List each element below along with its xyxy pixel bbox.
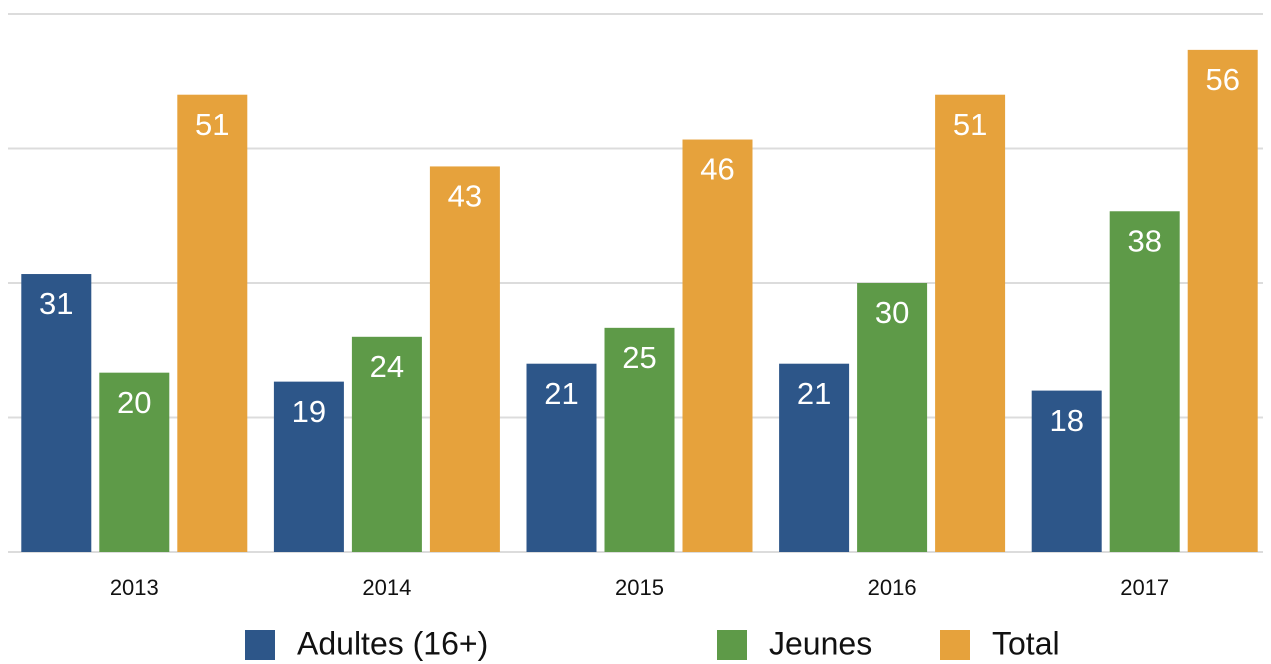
legend-label: Adultes (16+) <box>297 625 488 661</box>
data-label: 18 <box>1049 403 1083 438</box>
data-label: 24 <box>370 349 404 384</box>
data-label: 56 <box>1205 62 1239 97</box>
x-tick-label: 2014 <box>362 575 411 600</box>
data-label: 21 <box>544 376 578 411</box>
bar <box>526 363 597 552</box>
data-label: 21 <box>797 376 831 411</box>
legend-label: Total <box>992 625 1060 661</box>
bar <box>779 363 850 552</box>
data-label: 43 <box>448 179 482 214</box>
bar <box>429 166 500 552</box>
data-label: 38 <box>1127 223 1161 258</box>
data-label: 51 <box>953 107 987 142</box>
bar <box>351 336 422 552</box>
bar <box>604 327 675 552</box>
bar <box>1031 390 1102 552</box>
x-tick-label: 2016 <box>868 575 917 600</box>
bar <box>857 283 928 552</box>
bar <box>935 94 1006 552</box>
x-tick-label: 2013 <box>110 575 159 600</box>
legend-swatch <box>717 630 747 660</box>
x-tick-label: 2015 <box>615 575 664 600</box>
data-label: 46 <box>700 152 734 187</box>
data-label: 30 <box>875 295 909 330</box>
legend-swatch <box>940 630 970 660</box>
bar <box>99 372 170 552</box>
data-label: 20 <box>117 385 151 420</box>
bar <box>21 274 92 552</box>
bar <box>177 94 248 552</box>
bar <box>1109 211 1180 552</box>
x-tick-label: 2017 <box>1120 575 1169 600</box>
data-label: 51 <box>195 107 229 142</box>
legend-swatch <box>245 630 275 660</box>
data-label: 31 <box>39 286 73 321</box>
bar <box>682 139 753 553</box>
bar <box>273 381 344 552</box>
data-label: 25 <box>622 340 656 375</box>
bar <box>1187 49 1258 552</box>
data-label: 19 <box>292 394 326 429</box>
legend-label: Jeunes <box>769 625 872 661</box>
